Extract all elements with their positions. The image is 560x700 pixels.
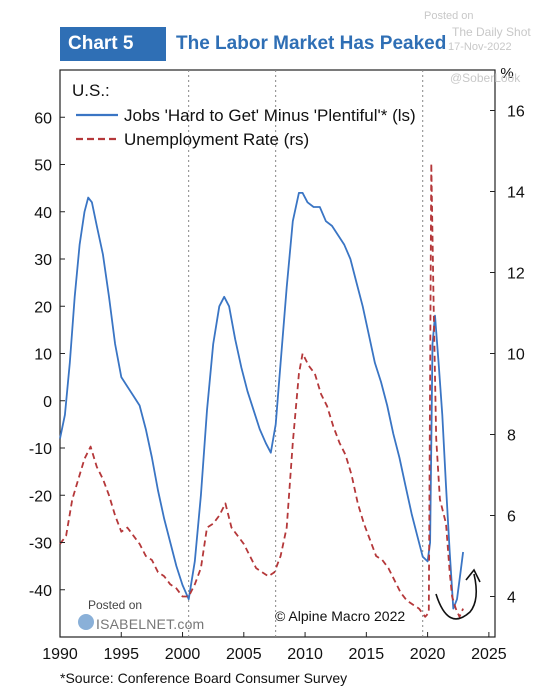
right-axis-unit: % [500,65,513,82]
x-tick-label: 1995 [103,646,139,663]
x-tick-label: 2005 [226,646,262,663]
region-label: U.S.: [72,81,110,100]
x-tick-label: 2025 [471,646,507,663]
watermark-date: 17-Nov-2022 [448,41,512,53]
left-tick-label: -10 [29,441,52,458]
right-tick-label: 8 [507,428,516,445]
isabelnet-posted-on: Posted on [88,598,143,612]
source-note: *Source: Conference Board Consumer Surve… [60,670,348,686]
series-layer [59,162,464,618]
right-tick-label: 14 [507,185,525,202]
copyright-label: © Alpine Macro 2022 [275,608,405,624]
x-axis-ticks: 1990 1995 2000 2005 2010 2015 2020 2025 [42,632,507,663]
right-tick-label: 6 [507,509,516,526]
left-tick-label: -40 [29,583,52,600]
left-tick-label: 30 [34,252,52,269]
left-tick-label: -20 [29,488,52,505]
legend-label-unemployment: Unemployment Rate (rs) [124,130,309,149]
right-tick-label: 16 [507,104,525,121]
x-tick-label: 2010 [287,646,323,663]
right-tick-label: 10 [507,347,525,364]
left-tick-label: -30 [29,536,52,553]
right-axis-ticks: 16 14 12 10 8 6 4 [490,104,525,607]
isabelnet-name: ISABELNET.com [96,616,205,632]
isabelnet-logo-icon [78,614,94,630]
watermark-posted-on: Posted on [424,10,474,22]
arrow-head [465,568,481,583]
left-tick-label: 60 [34,110,52,127]
chart-title: The Labor Market Has Peaked [176,33,447,54]
x-tick-label: 2020 [410,646,446,663]
left-tick-label: 40 [34,205,52,222]
plot-area [59,69,496,638]
series-line-jobs [59,192,464,610]
left-tick-label: 10 [34,347,52,364]
upturn-arrow-annotation [435,573,478,620]
chart-number: Chart 5 [68,33,134,54]
left-axis-ticks: 60 50 40 30 20 10 0 -10 -20 -30 -40 [29,110,65,600]
right-tick-label: 12 [507,266,525,283]
series-line-unemployment [59,162,464,618]
watermark-site: The Daily Shot [452,25,531,39]
x-tick-label: 2000 [165,646,201,663]
left-tick-label: 50 [34,158,52,175]
left-tick-label: 0 [43,394,52,411]
chart-number-badge [60,27,166,61]
right-tick-label: 4 [507,590,516,607]
x-tick-label: 2015 [349,646,385,663]
x-tick-label: 1990 [42,646,78,663]
watermark-handle: @SoberLook [450,71,521,85]
legend-label-jobs: Jobs 'Hard to Get' Minus 'Plentiful'* (l… [124,106,416,125]
left-tick-label: 20 [34,299,52,316]
